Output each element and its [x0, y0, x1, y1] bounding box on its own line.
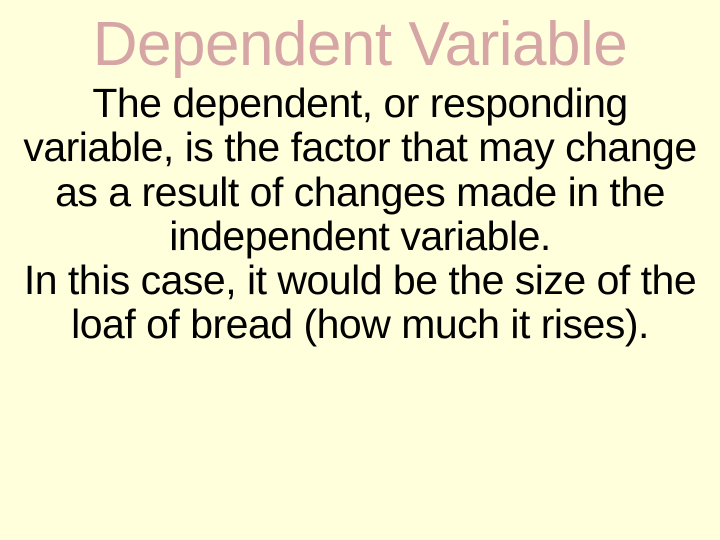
definition-paragraph: The dependent, or responding variable, i… — [20, 81, 700, 258]
slide-title: Dependent Variable — [93, 12, 627, 77]
example-paragraph: In this case, it would be the size of th… — [20, 258, 700, 347]
slide-container: Dependent Variable The dependent, or res… — [0, 0, 720, 540]
